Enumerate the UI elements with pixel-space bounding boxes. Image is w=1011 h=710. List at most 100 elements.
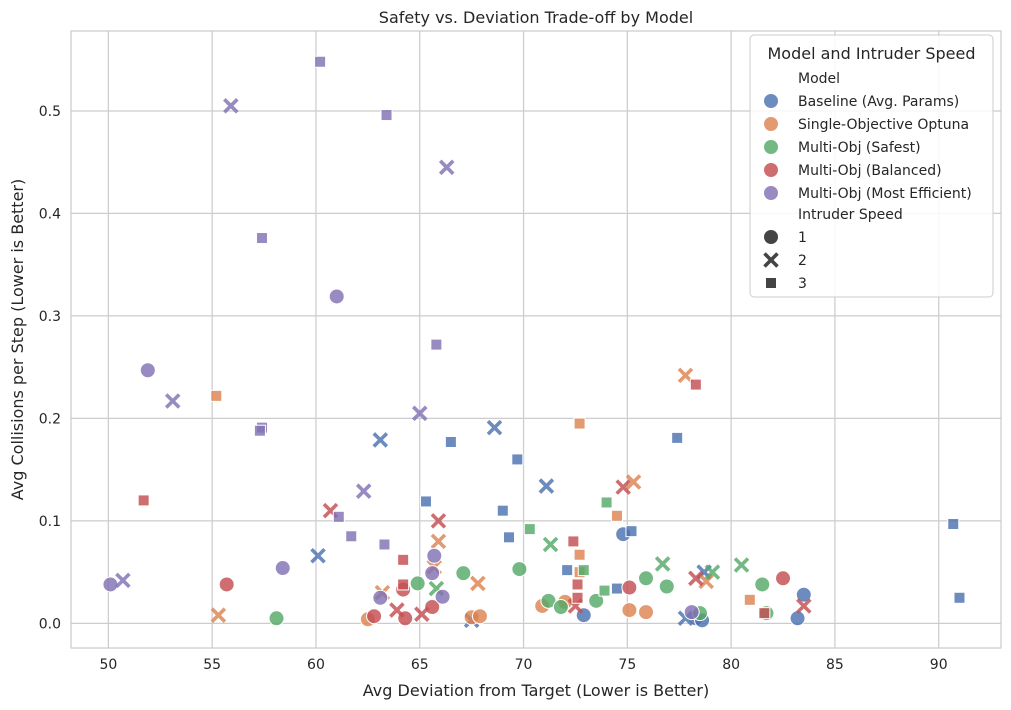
- data-point: [380, 109, 393, 122]
- y-tick-label: 0.5: [39, 104, 61, 120]
- data-point: [137, 494, 150, 507]
- x-tick-label: 70: [515, 657, 533, 673]
- data-point: [683, 604, 700, 621]
- data-point: [496, 504, 509, 517]
- data-point: [471, 608, 488, 625]
- data-point: [538, 478, 555, 494]
- data-point: [658, 578, 675, 595]
- plot-frame: [70, 30, 1002, 649]
- x-tick-label: 80: [722, 657, 740, 673]
- data-point: [947, 517, 960, 530]
- data-point: [372, 432, 389, 448]
- legend-model-label: Single-Objective Optuna: [798, 117, 969, 133]
- data-point: [444, 435, 457, 448]
- legend-model-label: Multi-Obj (Most Efficient): [798, 186, 972, 202]
- data-point: [654, 556, 671, 572]
- data-point: [115, 572, 131, 589]
- data-points: [102, 55, 966, 629]
- x-tick-label: 90: [930, 657, 948, 673]
- data-point: [625, 474, 642, 490]
- legend-box: [749, 34, 994, 298]
- data-point: [430, 338, 443, 351]
- legend-model-heading: Model: [798, 71, 840, 87]
- data-point: [397, 553, 410, 566]
- legend-speed-label: 1: [798, 230, 807, 246]
- data-point: [571, 591, 584, 604]
- tick-labels: 50 55 60 65 70 75 80 85 90 0.0 0.1 0.2 0.3 0.4 0.5: [39, 104, 948, 673]
- data-point: [795, 586, 812, 603]
- y-tick-label: 0.3: [39, 309, 61, 325]
- legend-model-marker: [763, 116, 779, 132]
- data-point: [571, 578, 584, 591]
- data-point: [638, 570, 655, 587]
- data-point: [638, 604, 655, 621]
- data-point: [621, 602, 638, 619]
- legend-speed-entries: 1 2 3: [763, 229, 807, 292]
- data-point: [470, 575, 486, 592]
- data-point: [511, 561, 528, 578]
- data-point: [424, 565, 441, 582]
- data-point: [414, 606, 430, 622]
- data-point: [314, 55, 327, 68]
- y-axis-label: Avg Collisions per Step (Lower is Better…: [8, 179, 27, 500]
- data-point: [567, 535, 580, 548]
- data-point: [573, 548, 586, 561]
- data-point: [743, 593, 756, 606]
- data-point: [389, 602, 405, 618]
- x-axis-label: Avg Deviation from Target (Lower is Bett…: [363, 681, 709, 700]
- legend-speed-label: 3: [798, 276, 807, 292]
- data-point: [378, 538, 391, 551]
- y-tick-label: 0.2: [39, 411, 61, 427]
- legend-model-label: Baseline (Avg. Params): [798, 94, 959, 110]
- data-point: [268, 610, 285, 627]
- data-point: [255, 232, 268, 245]
- data-point: [366, 608, 383, 625]
- x-tick-label: 60: [307, 657, 325, 673]
- data-point: [274, 560, 291, 577]
- data-point: [397, 578, 410, 591]
- data-point: [372, 589, 389, 606]
- data-point: [625, 525, 638, 538]
- data-point: [671, 431, 684, 444]
- data-point: [434, 588, 451, 605]
- data-point: [688, 570, 704, 587]
- x-tick-label: 55: [203, 657, 221, 673]
- data-point: [355, 483, 372, 499]
- data-point: [615, 479, 631, 495]
- data-point: [438, 159, 455, 176]
- data-point: [775, 570, 792, 587]
- data-point: [704, 564, 721, 580]
- data-point: [577, 564, 590, 577]
- data-point: [610, 582, 623, 595]
- data-point: [733, 557, 750, 573]
- data-point: [426, 547, 443, 564]
- data-point: [328, 288, 345, 305]
- data-point: [253, 424, 266, 437]
- data-point: [552, 599, 569, 616]
- data-point: [511, 453, 524, 466]
- data-point: [758, 607, 771, 620]
- legend-model-label: Multi-Obj (Safest): [798, 140, 921, 156]
- legend-speed-heading: Intruder Speed: [798, 207, 903, 223]
- legend-speed-label: 2: [798, 253, 807, 269]
- data-point: [332, 510, 345, 523]
- data-point: [573, 417, 586, 430]
- data-point: [600, 496, 613, 509]
- legend-model-marker: [763, 139, 779, 155]
- data-point: [310, 547, 326, 564]
- data-point: [218, 576, 235, 593]
- data-point: [588, 592, 605, 609]
- data-point: [610, 509, 623, 522]
- legend-speed-marker: [763, 252, 779, 268]
- data-point: [210, 607, 227, 623]
- data-point: [430, 533, 447, 550]
- data-point: [754, 576, 771, 593]
- y-tick-label: 0.0: [39, 616, 61, 632]
- x-tick-label: 85: [826, 657, 844, 673]
- legend-model-marker: [763, 162, 779, 178]
- legend-speed-marker: [763, 229, 779, 245]
- data-point: [455, 565, 472, 582]
- data-point: [345, 530, 358, 543]
- data-point: [953, 591, 966, 604]
